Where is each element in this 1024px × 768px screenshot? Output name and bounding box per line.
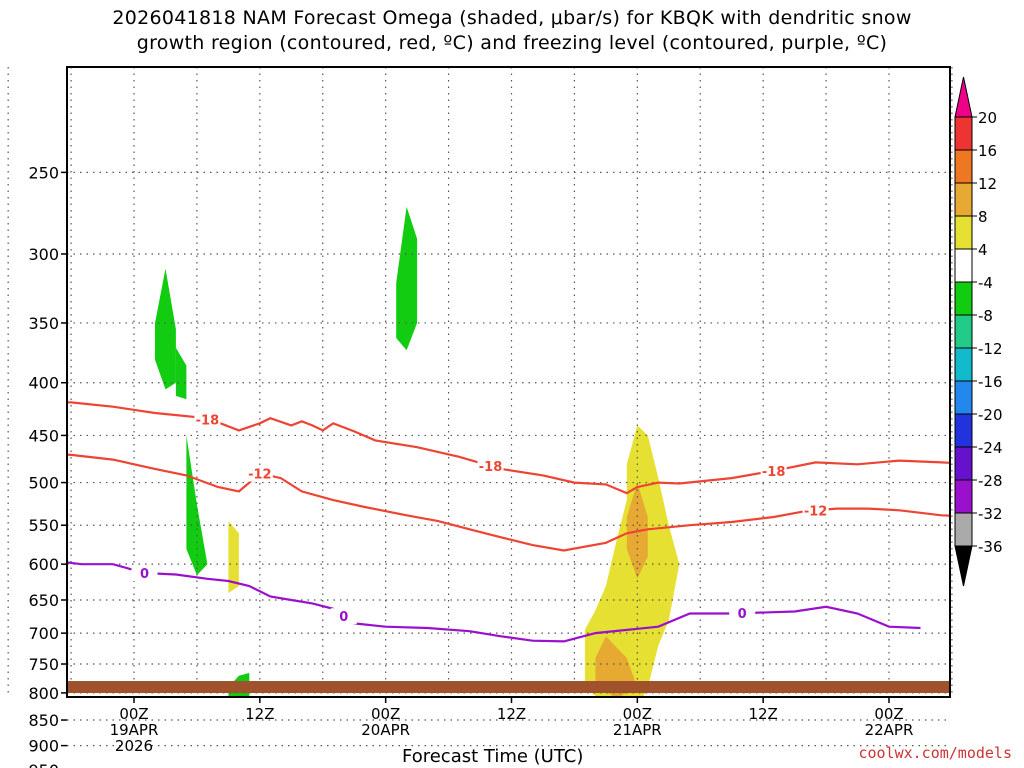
contour-label-bg bbox=[477, 457, 504, 474]
colorbar-label: -4 bbox=[978, 274, 993, 292]
colorbar-swatch bbox=[954, 116, 973, 151]
colorbar-label: -8 bbox=[978, 307, 993, 325]
grid-layer bbox=[7, 67, 953, 747]
colorbar-label: 20 bbox=[978, 109, 997, 127]
x-tick-label: 00Z bbox=[623, 705, 652, 723]
colorbar-label: -36 bbox=[978, 538, 1003, 556]
y-tick-label: 700 bbox=[28, 624, 59, 643]
colorbar-swatch bbox=[954, 512, 973, 547]
contour-label-zero: 0 bbox=[738, 607, 747, 622]
colorbar-swatch bbox=[954, 380, 973, 415]
x-tick-label: 2026 bbox=[115, 737, 153, 755]
omega-region-ascent-19apr-16z-low bbox=[186, 709, 197, 760]
contour-label-bg bbox=[330, 608, 357, 625]
colorbar-swatch bbox=[954, 347, 973, 382]
x-tick-label: 12Z bbox=[497, 705, 526, 723]
x-tick-label: 00Z bbox=[371, 705, 400, 723]
x-axis-label: Forecast Time (UTC) bbox=[402, 746, 584, 767]
y-tick-label: 300 bbox=[28, 245, 59, 264]
colorbar-bottom-arrow bbox=[954, 545, 973, 587]
y-tick-label: 250 bbox=[28, 163, 59, 182]
colorbar-label: -28 bbox=[978, 472, 1003, 490]
chart-title-line-2: growth region (contoured, red, ºC) and f… bbox=[136, 32, 888, 54]
y-tick-label: 950 bbox=[28, 761, 59, 768]
y-tick-label: 550 bbox=[28, 516, 59, 535]
y-tick-label: 600 bbox=[28, 555, 59, 574]
omega-region-ascent-19apr-15z-upper bbox=[155, 268, 176, 390]
colorbar-label: -12 bbox=[978, 340, 1003, 358]
contour-label-minus18: -18 bbox=[762, 465, 786, 480]
contour-label-bg bbox=[729, 605, 756, 622]
y-tick-label: 800 bbox=[28, 684, 59, 703]
y-axis: 250 300 350 400 450 500 550 600 650 700 750 800 850 9… bbox=[28, 163, 67, 768]
contour-label-bg bbox=[760, 462, 787, 479]
credit-link[interactable]: coolwx.com/models bbox=[858, 744, 1012, 762]
colorbar-swatch bbox=[954, 446, 973, 481]
terrain-ground bbox=[67, 681, 950, 693]
colorbar-label: -16 bbox=[978, 373, 1003, 391]
colorbar-label: 12 bbox=[978, 175, 997, 193]
x-tick-label: 20APR bbox=[361, 721, 410, 739]
contour-label-zero: 0 bbox=[140, 567, 149, 582]
omega-region-ascent-19apr-16z-mid bbox=[186, 435, 208, 576]
x-tick-label: 12Z bbox=[748, 705, 777, 723]
colorbar-swatch bbox=[954, 314, 973, 349]
contour-minus12 bbox=[67, 453, 950, 552]
x-tick-label: 21APR bbox=[613, 721, 662, 739]
colorbar-legend: 20 16 12 8 4 -4 -8 -12 -16 -20 -24 -28 -32 -36 bbox=[954, 76, 1003, 587]
colorbar-label: -24 bbox=[978, 439, 1003, 457]
x-tick-label: 00Z bbox=[119, 705, 148, 723]
colorbar-label: 4 bbox=[978, 241, 988, 259]
colorbar-swatch bbox=[954, 215, 973, 250]
y-tick-label: 350 bbox=[28, 314, 59, 333]
contour-label-minus18: -18 bbox=[196, 414, 220, 429]
colorbar-swatch bbox=[954, 281, 973, 316]
y-tick-label: 450 bbox=[28, 426, 59, 445]
y-tick-label: 850 bbox=[28, 711, 59, 730]
omega-region-ascent-20apr-22z-sfc bbox=[606, 763, 637, 768]
y-tick-label: 900 bbox=[28, 737, 59, 756]
colorbar-swatch bbox=[954, 413, 973, 448]
contour-label-bg bbox=[131, 565, 158, 582]
colorbar-swatch bbox=[954, 248, 973, 283]
plot-frame bbox=[66, 66, 951, 698]
contour-label-bg bbox=[194, 411, 221, 428]
colorbar-swatch bbox=[954, 149, 973, 184]
contour-minus18 bbox=[67, 401, 950, 495]
x-tick-label: 22APR bbox=[865, 721, 914, 739]
contour-label-bg bbox=[0, 440, 11, 456]
colorbar-label: 8 bbox=[978, 208, 988, 226]
colorbar-label: 16 bbox=[978, 142, 997, 160]
y-tick-label: 750 bbox=[28, 655, 59, 674]
contour-label-bg bbox=[246, 465, 273, 482]
contour-label-minus12: -12 bbox=[248, 468, 272, 483]
colorbar-label: -32 bbox=[978, 505, 1003, 523]
contour-label-zero: 0 bbox=[339, 610, 348, 625]
contour-zero bbox=[67, 561, 921, 643]
omega-shading-layer bbox=[155, 206, 680, 768]
x-tick-label: 12Z bbox=[245, 705, 274, 723]
colorbar-top-arrow bbox=[954, 76, 973, 118]
chart-title-line-1: 2026041818 NAM Forecast Omega (shaded, μ… bbox=[112, 7, 912, 29]
omega-region-ascent-19apr-17z-upper bbox=[175, 347, 187, 400]
y-tick-label: 500 bbox=[28, 474, 59, 493]
y-tick-label: 400 bbox=[28, 374, 59, 393]
colorbar-swatch bbox=[954, 479, 973, 514]
omega-region-descent-19apr-20z bbox=[228, 521, 239, 593]
contour-label-bg bbox=[802, 502, 829, 519]
y-tick-label: 650 bbox=[28, 591, 59, 610]
contour-label-minus12: -12 bbox=[804, 504, 828, 519]
colorbar-swatch bbox=[954, 182, 973, 217]
colorbar-label: -20 bbox=[978, 406, 1003, 424]
x-tick-label: 00Z bbox=[874, 705, 903, 723]
x-tick-label: 19APR bbox=[110, 721, 159, 739]
omega-region-ascent-20apr-02z-upper bbox=[396, 206, 418, 351]
contour-label-minus18: -18 bbox=[479, 460, 503, 475]
